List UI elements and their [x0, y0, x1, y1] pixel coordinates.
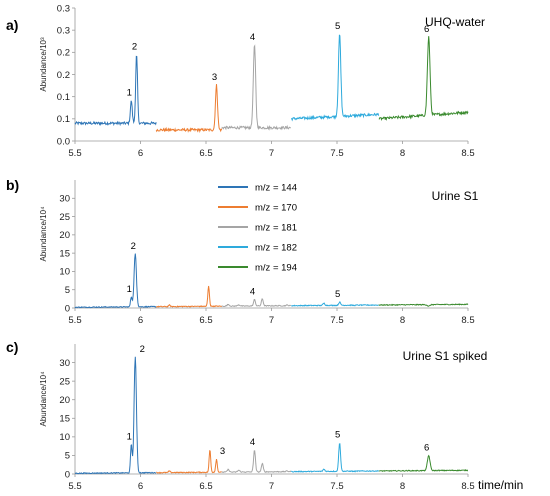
peak-label: 4 — [250, 32, 255, 43]
y-tick-label: 25 — [59, 212, 70, 223]
x-tick-label: 6.5 — [199, 148, 212, 159]
legend-label: m/z = 170 — [255, 203, 297, 214]
y-tick-label: 15 — [59, 248, 70, 259]
trace-segment — [378, 303, 469, 307]
peak-label: 1 — [127, 431, 132, 442]
y-tick-label: 10 — [59, 267, 70, 278]
y-axis-label: Abundance/10³ — [39, 37, 48, 92]
x-tick-label: 8.5 — [461, 481, 474, 492]
y-tick-label: 0.2 — [57, 70, 70, 81]
legend-label: m/z = 182 — [255, 243, 297, 254]
trace-segment — [74, 356, 157, 475]
y-axis-label: Abundance/10⁴ — [39, 206, 48, 262]
peak-label: 2 — [131, 241, 136, 252]
peak-label: 4 — [250, 437, 255, 448]
panel-letter: a) — [6, 17, 18, 33]
trace-segment — [156, 449, 222, 474]
legend-label: m/z = 181 — [255, 223, 297, 234]
trace-segment — [291, 443, 380, 473]
trace-segment — [291, 300, 379, 307]
y-tick-label: 0.3 — [57, 3, 70, 14]
y-axis-label: Abundance/10⁴ — [39, 371, 48, 427]
peak-label: 2 — [140, 344, 145, 355]
x-tick-label: 6.5 — [199, 481, 212, 492]
peak-label: 5 — [335, 289, 340, 300]
peak-label: 5 — [335, 429, 340, 440]
x-tick-label: 5.5 — [68, 315, 81, 326]
x-tick-label: 8 — [400, 315, 405, 326]
x-axis-label: time/min — [478, 478, 523, 492]
y-tick-label: 0 — [65, 303, 70, 314]
x-tick-label: 6 — [138, 315, 143, 326]
x-tick-label: 5.5 — [68, 148, 81, 159]
trace-segment — [378, 454, 468, 473]
y-tick-label: 10 — [59, 432, 70, 443]
x-tick-label: 7 — [269, 481, 274, 492]
peak-label: 6 — [424, 24, 429, 35]
x-tick-label: 7.5 — [330, 315, 343, 326]
peak-label: 2 — [132, 42, 137, 53]
sample-label: UHQ-water — [425, 15, 485, 29]
y-tick-label: 30 — [59, 194, 70, 205]
peak-label: 5 — [335, 21, 340, 32]
legend-label: m/z = 144 — [255, 183, 297, 194]
trace-segment — [155, 285, 223, 308]
y-tick-label: 0.3 — [57, 25, 70, 36]
trace-segment — [221, 298, 291, 308]
legend-label: m/z = 194 — [255, 263, 297, 274]
x-tick-label: 8.5 — [461, 315, 474, 326]
y-tick-label: 5 — [65, 451, 70, 462]
peak-label: 1 — [127, 284, 132, 295]
panel-letter: c) — [6, 339, 18, 355]
panel-letter: b) — [6, 177, 19, 193]
x-tick-label: 7.5 — [330, 148, 343, 159]
y-tick-label: 30 — [59, 358, 70, 369]
x-tick-label: 6 — [138, 481, 143, 492]
y-tick-label: 0.1 — [57, 92, 70, 103]
x-tick-label: 6 — [138, 148, 143, 159]
x-tick-label: 8.5 — [461, 148, 474, 159]
x-tick-label: 6.5 — [199, 315, 212, 326]
y-tick-label: 0 — [65, 469, 70, 480]
peak-label: 3 — [212, 72, 217, 83]
x-tick-label: 7 — [269, 315, 274, 326]
trace-segment — [155, 84, 223, 134]
sample-label: Urine S1 — [432, 189, 479, 203]
trace-segment — [290, 34, 380, 122]
y-tick-label: 5 — [65, 285, 70, 296]
trace-segment — [74, 253, 157, 309]
sample-label: Urine S1 spiked — [403, 349, 488, 363]
x-tick-label: 7.5 — [330, 481, 343, 492]
peak-label: 1 — [127, 88, 132, 99]
y-tick-label: 0.0 — [57, 136, 70, 147]
y-tick-label: 20 — [59, 395, 70, 406]
x-tick-label: 8 — [400, 481, 405, 492]
x-tick-label: 5.5 — [68, 481, 81, 492]
y-tick-label: 0.1 — [57, 114, 70, 125]
y-tick-label: 20 — [59, 230, 70, 241]
peak-label: 3 — [220, 446, 225, 457]
y-tick-label: 25 — [59, 376, 70, 387]
y-tick-label: 15 — [59, 414, 70, 425]
trace-segment — [378, 36, 469, 122]
x-tick-label: 7 — [269, 148, 274, 159]
trace-segment — [221, 44, 291, 131]
peak-label: 4 — [250, 287, 255, 298]
trace-segment — [221, 450, 292, 474]
y-tick-label: 0.2 — [57, 48, 70, 59]
x-tick-label: 8 — [400, 148, 405, 159]
peak-label: 6 — [424, 442, 429, 453]
trace-segment — [74, 55, 157, 127]
